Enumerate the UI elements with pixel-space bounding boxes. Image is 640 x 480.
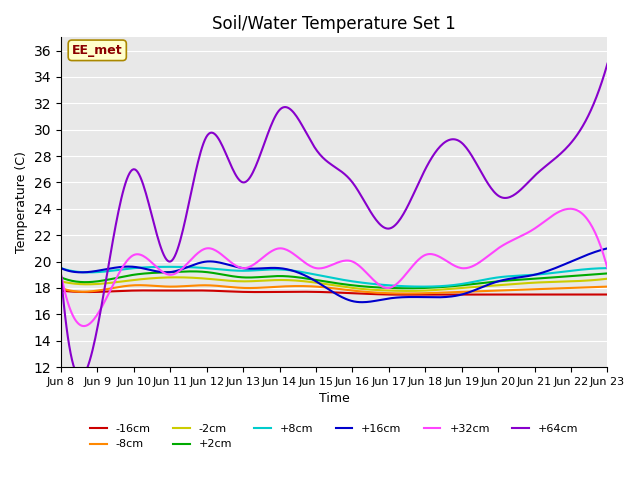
Title: Soil/Water Temperature Set 1: Soil/Water Temperature Set 1: [212, 15, 456, 33]
X-axis label: Time: Time: [319, 392, 349, 405]
Y-axis label: Temperature (C): Temperature (C): [15, 151, 28, 253]
Legend: -16cm, -8cm, -2cm, +2cm, +8cm, +16cm, +32cm, +64cm: -16cm, -8cm, -2cm, +2cm, +8cm, +16cm, +3…: [86, 420, 582, 454]
Text: EE_met: EE_met: [72, 44, 123, 57]
